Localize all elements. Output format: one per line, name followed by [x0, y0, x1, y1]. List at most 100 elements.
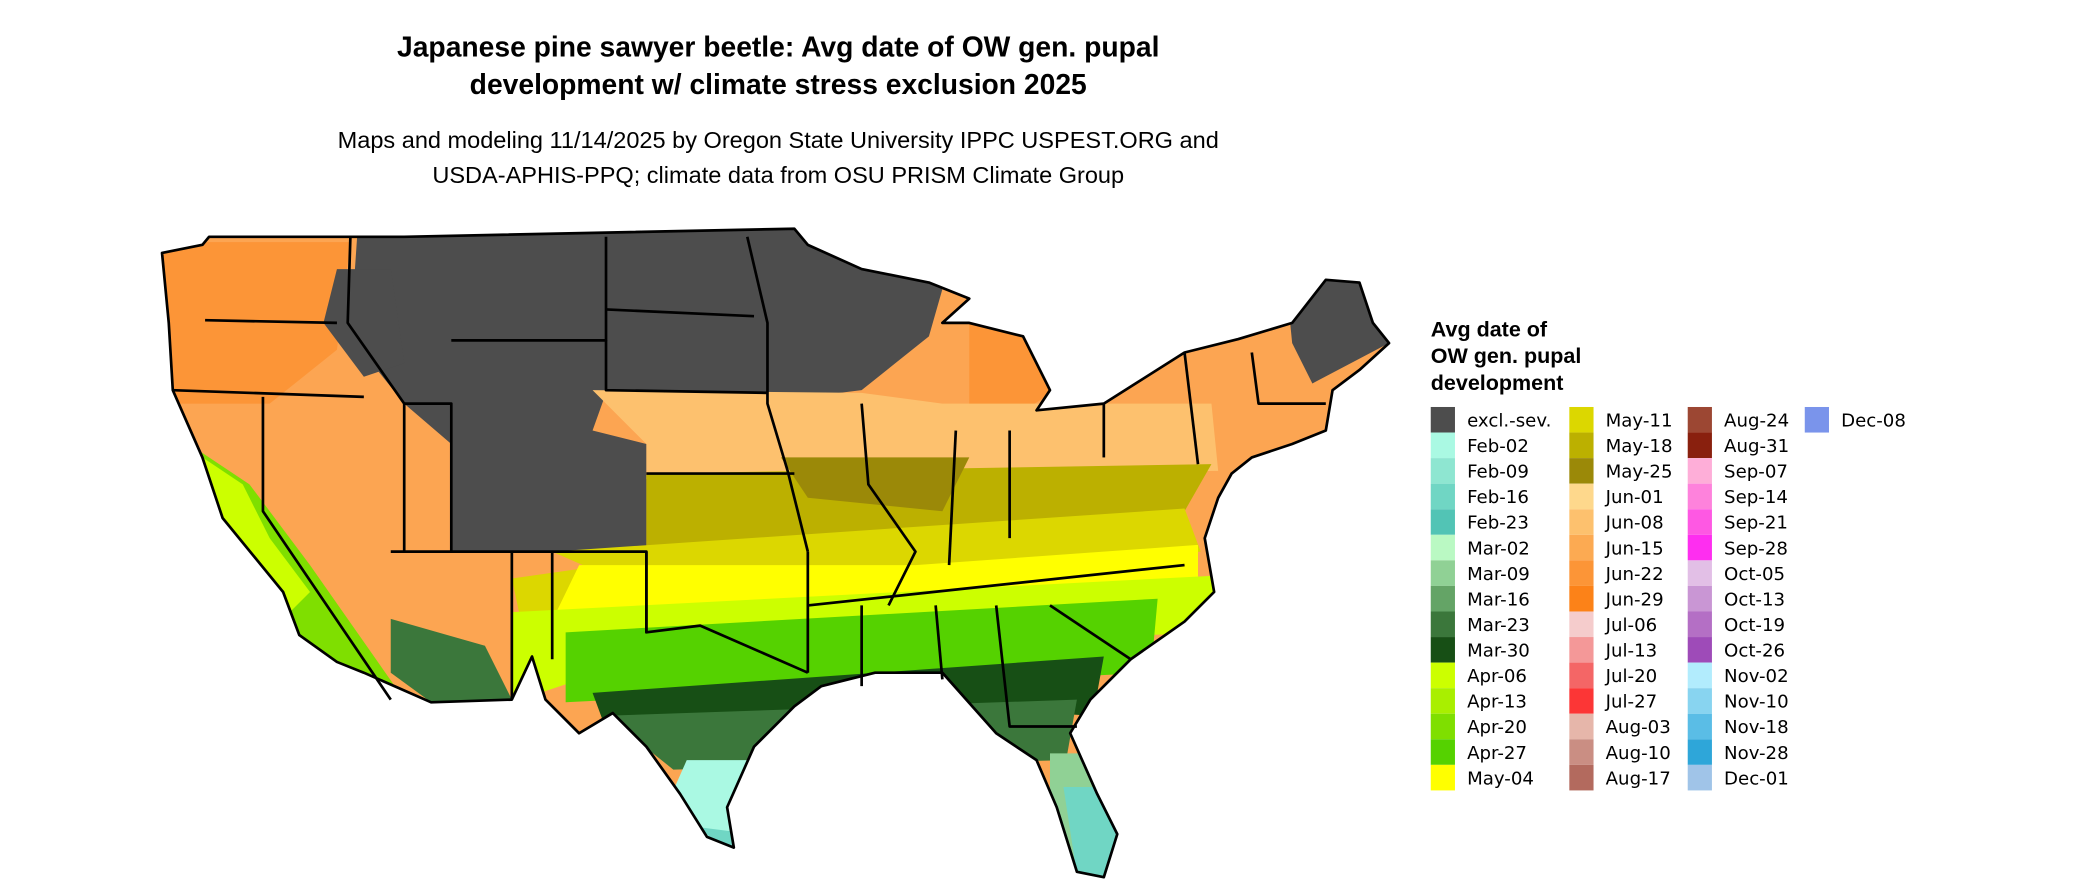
region-michigan-orange: [969, 322, 1053, 411]
legend-item: Nov-18: [1687, 713, 1789, 740]
legend-label: Jun-15: [1605, 538, 1664, 559]
legend-label: Mar-23: [1467, 615, 1530, 636]
legend-item: excl.-sev.: [1430, 406, 1551, 433]
legend-label: May-11: [1606, 410, 1673, 431]
legend-item: Oct-19: [1687, 611, 1785, 638]
legend-label: Oct-13: [1724, 589, 1785, 610]
legend-label: Jun-01: [1605, 487, 1664, 508]
legend-label: May-18: [1606, 436, 1673, 457]
legend-item: Mar-30: [1430, 637, 1530, 663]
legend-item: Aug-17: [1569, 764, 1671, 791]
legend-swatch: [1687, 637, 1712, 663]
legend-label: Jul-13: [1605, 641, 1658, 662]
legend-swatch: [1569, 509, 1594, 535]
legend-item: Jun-08: [1569, 509, 1664, 535]
legend-item: Nov-02: [1687, 662, 1789, 689]
legend-item: Sep-07: [1687, 458, 1788, 484]
legend-swatch: [1430, 637, 1455, 663]
region-midwest-light-orange: [592, 390, 1219, 479]
legend-item: Feb-23: [1430, 509, 1529, 535]
legend-label: Apr-27: [1467, 743, 1527, 764]
legend-swatch: [1569, 534, 1594, 561]
legend-item: Jul-13: [1569, 637, 1657, 663]
legend-swatch: [1569, 560, 1594, 586]
legend-swatch: [1687, 611, 1712, 638]
legend-label: Nov-02: [1724, 666, 1789, 687]
legend-item: Mar-23: [1430, 611, 1530, 638]
legend-item: Jun-29: [1569, 585, 1664, 612]
legend-item: Feb-09: [1430, 458, 1529, 484]
legend-item: Aug-10: [1569, 739, 1671, 765]
legend-item: May-25: [1569, 458, 1673, 484]
legend-swatch: [1569, 483, 1594, 510]
legend-item: Apr-20: [1430, 713, 1527, 740]
legend-label: Jul-27: [1605, 692, 1658, 713]
legend-item: Aug-24: [1687, 406, 1789, 433]
legend-label: Dec-01: [1724, 768, 1789, 789]
legend-item: Apr-27: [1430, 739, 1527, 765]
legend-item: Nov-10: [1687, 688, 1789, 714]
legend-swatch: [1569, 432, 1594, 459]
legend-items: excl.-sev. Feb-02 Feb-09 Feb-16 Feb-23 Mar-02…: [1430, 406, 1906, 791]
legend-label: Apr-06: [1467, 666, 1527, 687]
legend-label: May-04: [1467, 768, 1534, 789]
legend-label: Sep-28: [1724, 538, 1788, 559]
legend-swatch: [1687, 662, 1712, 689]
legend-label: Jun-08: [1605, 513, 1664, 534]
legend-label: Nov-10: [1724, 692, 1789, 713]
legend-item: May-11: [1569, 406, 1673, 433]
legend-swatch: [1687, 509, 1712, 535]
legend-swatch: [1430, 406, 1455, 433]
legend-item: Jul-27: [1569, 688, 1657, 714]
legend-swatch: [1804, 406, 1829, 433]
region-pacific-nw: [162, 242, 351, 404]
legend-item: Oct-05: [1687, 560, 1785, 586]
legend-label: Oct-26: [1724, 641, 1785, 662]
region-idaho-gray: [323, 269, 405, 377]
legend-label: Aug-24: [1724, 410, 1789, 431]
legend-item: Dec-01: [1687, 764, 1789, 791]
legend-item: Sep-21: [1687, 509, 1788, 535]
legend-item: Feb-02: [1430, 432, 1529, 459]
legend-label: Feb-23: [1467, 513, 1529, 534]
legend-swatch: [1687, 406, 1712, 433]
legend-label: Sep-21: [1724, 513, 1788, 534]
legend-item: Dec-08: [1804, 406, 1906, 433]
legend-item: Feb-16: [1430, 483, 1529, 510]
legend-item: Jun-01: [1569, 483, 1664, 510]
legend-item: Nov-28: [1687, 739, 1789, 765]
legend-title-line1: Avg date of: [1431, 317, 1548, 341]
legend-label: Aug-17: [1606, 768, 1671, 789]
legend-label: Mar-16: [1467, 589, 1530, 610]
legend-swatch: [1569, 688, 1594, 714]
legend-swatch: [1687, 534, 1712, 561]
chart-subtitle-line1: Maps and modeling 11/14/2025 by Oregon S…: [338, 127, 1219, 153]
legend-item: Jun-22: [1569, 560, 1664, 586]
legend-item: Apr-13: [1430, 688, 1527, 714]
legend-swatch: [1569, 739, 1594, 765]
chart-title-line2: development w/ climate stress exclusion …: [470, 68, 1087, 100]
legend-swatch: [1569, 637, 1594, 663]
legend-swatch: [1430, 739, 1455, 765]
us-map: [162, 228, 1390, 878]
legend-label: May-25: [1606, 462, 1673, 483]
legend-item: Mar-16: [1430, 585, 1530, 612]
legend-item: Oct-26: [1687, 637, 1785, 663]
legend-label: Aug-31: [1724, 436, 1789, 457]
legend-swatch: [1687, 739, 1712, 765]
legend-swatch: [1430, 764, 1455, 791]
legend-swatch: [1569, 713, 1594, 740]
legend-swatch: [1430, 483, 1455, 510]
legend-item: Mar-09: [1430, 560, 1530, 586]
legend-swatch: [1569, 406, 1594, 433]
legend-item: Aug-03: [1569, 713, 1671, 740]
legend-swatch: [1430, 534, 1455, 561]
legend-swatch: [1430, 611, 1455, 638]
legend-label: Jun-29: [1605, 589, 1664, 610]
legend-label: Mar-30: [1467, 641, 1530, 662]
region-north-gray: [350, 228, 943, 552]
legend-swatch: [1687, 713, 1712, 740]
legend-label: Jun-22: [1605, 564, 1664, 585]
legend-swatch: [1430, 688, 1455, 714]
legend-swatch: [1569, 585, 1594, 612]
